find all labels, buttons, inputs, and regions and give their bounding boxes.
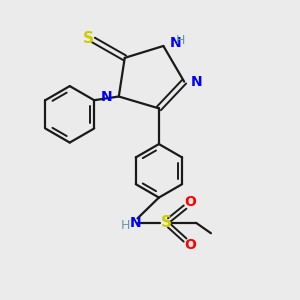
Text: O: O bbox=[184, 238, 196, 252]
Text: N: N bbox=[169, 36, 181, 50]
Text: N: N bbox=[100, 89, 112, 103]
Text: N: N bbox=[191, 75, 202, 88]
Text: N: N bbox=[130, 216, 142, 230]
Text: H: H bbox=[176, 34, 185, 47]
Text: S: S bbox=[161, 215, 172, 230]
Text: O: O bbox=[184, 195, 196, 209]
Text: H: H bbox=[121, 219, 130, 232]
Text: S: S bbox=[83, 31, 94, 46]
